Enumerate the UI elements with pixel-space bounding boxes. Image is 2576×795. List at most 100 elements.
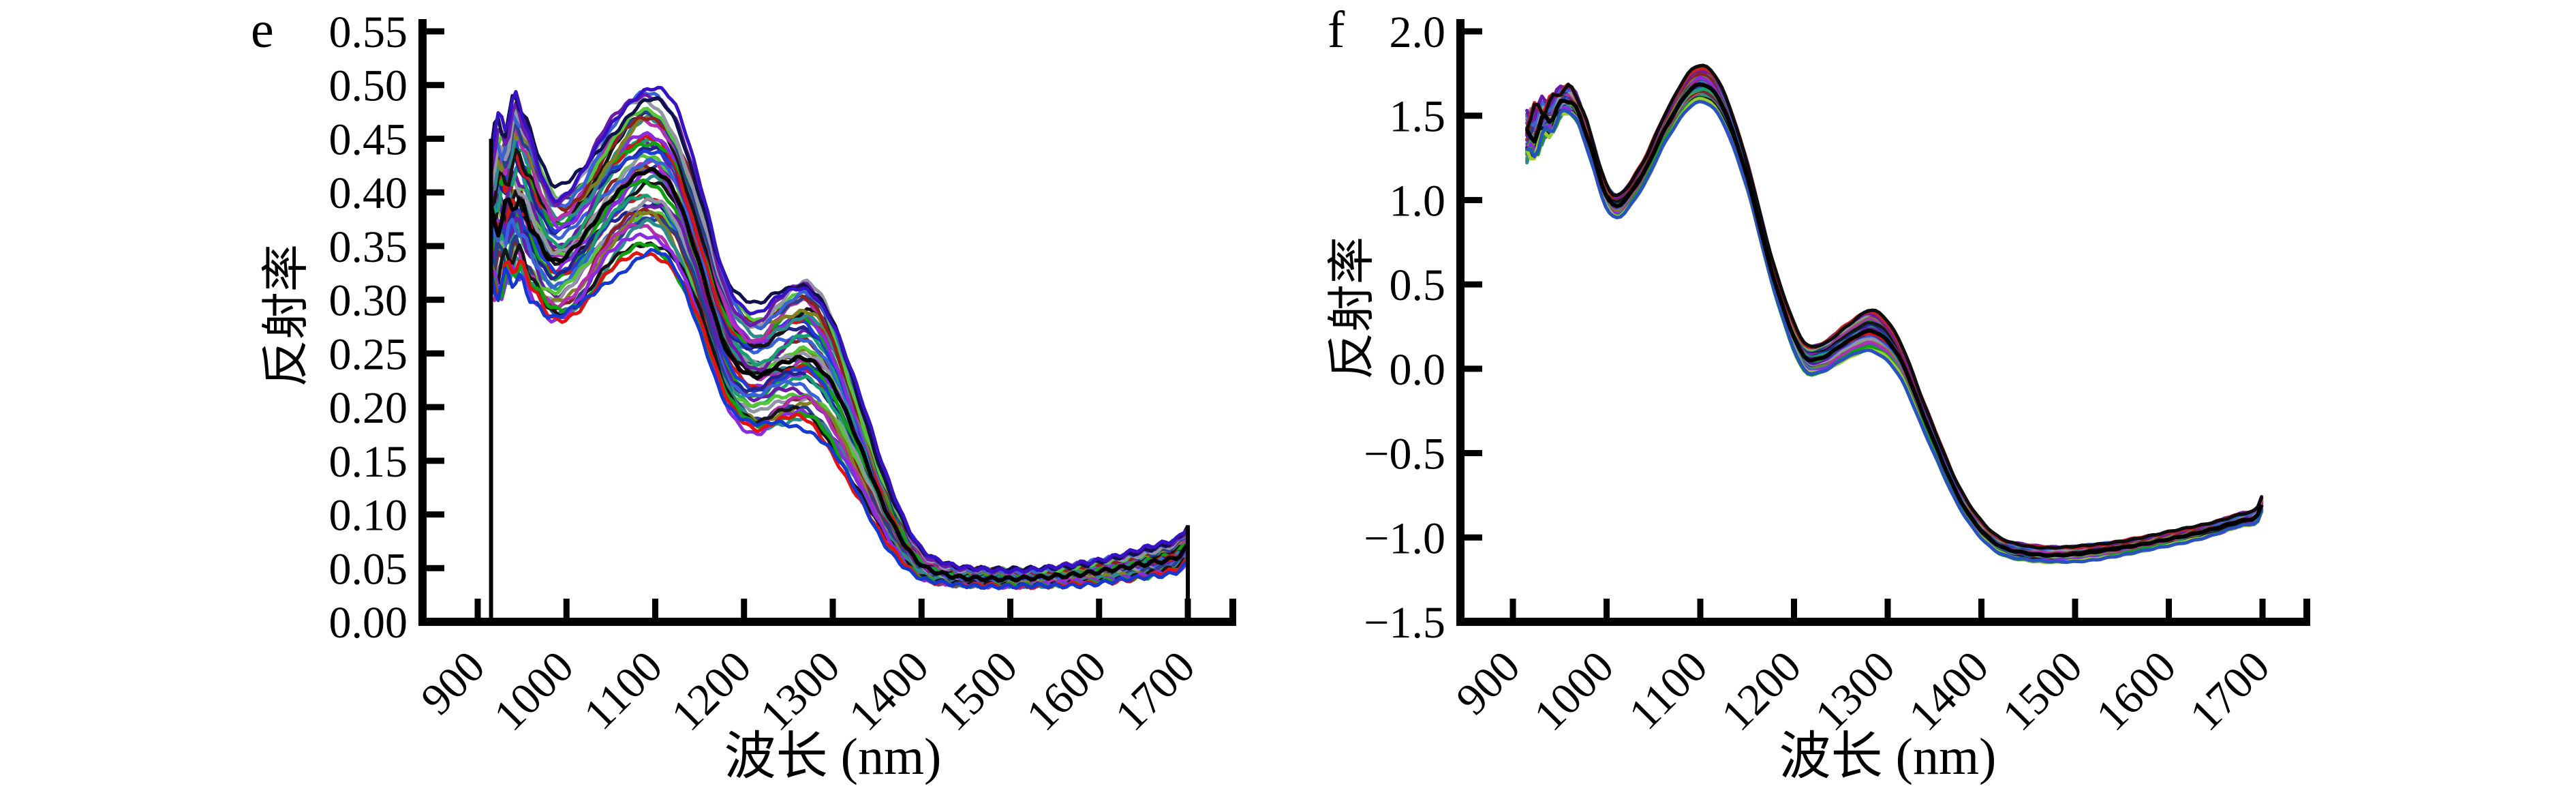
spectral-curve xyxy=(1525,86,2264,559)
x-axis-spine xyxy=(418,618,1236,626)
spectral-curve xyxy=(1525,82,2264,556)
x-tick-mark xyxy=(2166,599,2172,618)
y-tick-label: 0.10 xyxy=(329,491,408,541)
y-axis-spine xyxy=(1456,19,1465,626)
x-tick-label: 1300 xyxy=(1806,642,1905,740)
spectral-curve xyxy=(1525,77,2264,554)
y-tick-label: 0.20 xyxy=(329,383,408,433)
x-tick-mark xyxy=(1978,599,1984,618)
x-tick-mark xyxy=(1791,599,1797,618)
x-tick-mark xyxy=(474,599,481,618)
x-tick-mark xyxy=(1184,599,1191,618)
y-tick-label: 0.50 xyxy=(329,61,408,111)
plot-area-f: −1.5 −1.0 −0.5 0.0 0.5 1.0 1.5 2.0 9001000110012… xyxy=(1364,7,2310,740)
x-tick-mark xyxy=(829,599,836,618)
spectral-curve xyxy=(1525,91,2264,562)
x-tick-label: 1500 xyxy=(1993,642,2092,740)
x-axis-end-cap xyxy=(2303,599,2310,618)
x-tick-mark xyxy=(563,599,570,618)
y-tick-label: 1.0 xyxy=(1390,176,1446,226)
spectral-curve xyxy=(1525,72,2264,550)
spectral-curve xyxy=(1525,68,2264,552)
x-tick-mark xyxy=(1007,599,1013,618)
y-tick-mark xyxy=(427,350,444,357)
spectral-curve xyxy=(1525,69,2264,550)
spectral-curve-emphasis xyxy=(1524,82,2264,558)
x-tick-mark xyxy=(1096,599,1103,618)
spectral-curve xyxy=(1525,66,2264,550)
x-tick-label: 900 xyxy=(1447,642,1530,725)
y-tick-label: 0.30 xyxy=(329,276,408,326)
y-tick-label: −1.5 xyxy=(1364,598,1445,648)
plot-area-e: 0.000.050.100.150.200.250.300.350.400.45… xyxy=(329,7,1236,740)
x-tick-mark xyxy=(918,599,925,618)
spectral-curve xyxy=(1525,85,2264,560)
spectral-curve xyxy=(1525,76,2264,552)
x-tick-mark xyxy=(2072,599,2079,618)
y-tick-label: 2.0 xyxy=(1390,7,1446,57)
x-tick-mark xyxy=(1697,599,1704,618)
y-tick-label: 0.45 xyxy=(329,115,408,164)
x-axis-end-cap xyxy=(1229,599,1236,618)
y-tick-mark xyxy=(427,28,444,35)
y-tick-mark xyxy=(427,565,444,571)
spectral-curve xyxy=(489,85,1189,575)
y-tick-mark xyxy=(427,243,444,250)
y-tick-mark xyxy=(1465,112,1482,119)
y-tick-label: −1.0 xyxy=(1364,513,1445,563)
y-tick-label: 0.5 xyxy=(1390,260,1446,310)
spectral-curve xyxy=(1525,70,2264,554)
x-axis-spine xyxy=(1456,618,2310,626)
y-tick-mark xyxy=(1465,618,1482,625)
y-tick-mark xyxy=(427,82,444,89)
y-tick-mark xyxy=(427,297,444,303)
x-tick-mark xyxy=(652,599,658,618)
spectral-curve xyxy=(1525,76,2264,556)
spectral-curve xyxy=(1525,76,2264,553)
y-tick-mark xyxy=(427,404,444,410)
spectral-curve xyxy=(1525,80,2264,558)
spectral-curve xyxy=(1525,91,2264,560)
spectral-curve xyxy=(1525,82,2264,558)
spectral-curve xyxy=(1525,86,2264,560)
spectral-curve xyxy=(1525,72,2264,554)
x-tick-label: 1700 xyxy=(2181,642,2280,740)
y-tick-mark xyxy=(427,511,444,518)
spectral-curve xyxy=(1525,100,2264,564)
y-tick-label: 0.00 xyxy=(329,598,408,648)
y-tick-label: 0.05 xyxy=(329,544,408,594)
spectral-curve xyxy=(1525,82,2264,558)
spectral-curve xyxy=(1525,92,2264,562)
y-tick-mark xyxy=(1465,28,1482,35)
spectral-curve xyxy=(1525,76,2264,554)
spectral-curve xyxy=(1525,78,2264,554)
spectral-curve xyxy=(1525,82,2264,560)
y-tick-mark xyxy=(1465,365,1482,372)
y-tick-mark xyxy=(427,189,444,196)
x-axis-title: 波长 (nm) xyxy=(1779,728,1997,785)
spectral-curve xyxy=(1525,77,2264,554)
x-axis-title: 波长 (nm) xyxy=(724,728,942,785)
y-tick-label: 0.25 xyxy=(329,329,408,379)
x-tick-label: 1600 xyxy=(2087,642,2186,740)
spectral-curve xyxy=(1525,72,2264,553)
x-tick-label: 1000 xyxy=(1524,642,1623,740)
spectral-curve xyxy=(489,247,1189,590)
spectral-curve xyxy=(1525,92,2264,560)
y-tick-label: 0.35 xyxy=(329,222,408,272)
x-tick-mark xyxy=(2259,599,2266,618)
panel-letter-f: f xyxy=(1328,1,1345,59)
x-tick-mark xyxy=(1509,599,1516,618)
x-tick-mark xyxy=(741,599,748,618)
spectral-curve xyxy=(1525,79,2264,556)
y-tick-mark xyxy=(1465,281,1482,288)
spectral-curve xyxy=(1525,87,2264,561)
x-tick-label: 1200 xyxy=(1712,642,1811,740)
spectral-curve xyxy=(1525,63,2264,550)
x-tick-label: 1400 xyxy=(1899,642,1998,740)
x-tick-mark xyxy=(1884,599,1891,618)
spectral-curve xyxy=(1525,84,2264,559)
